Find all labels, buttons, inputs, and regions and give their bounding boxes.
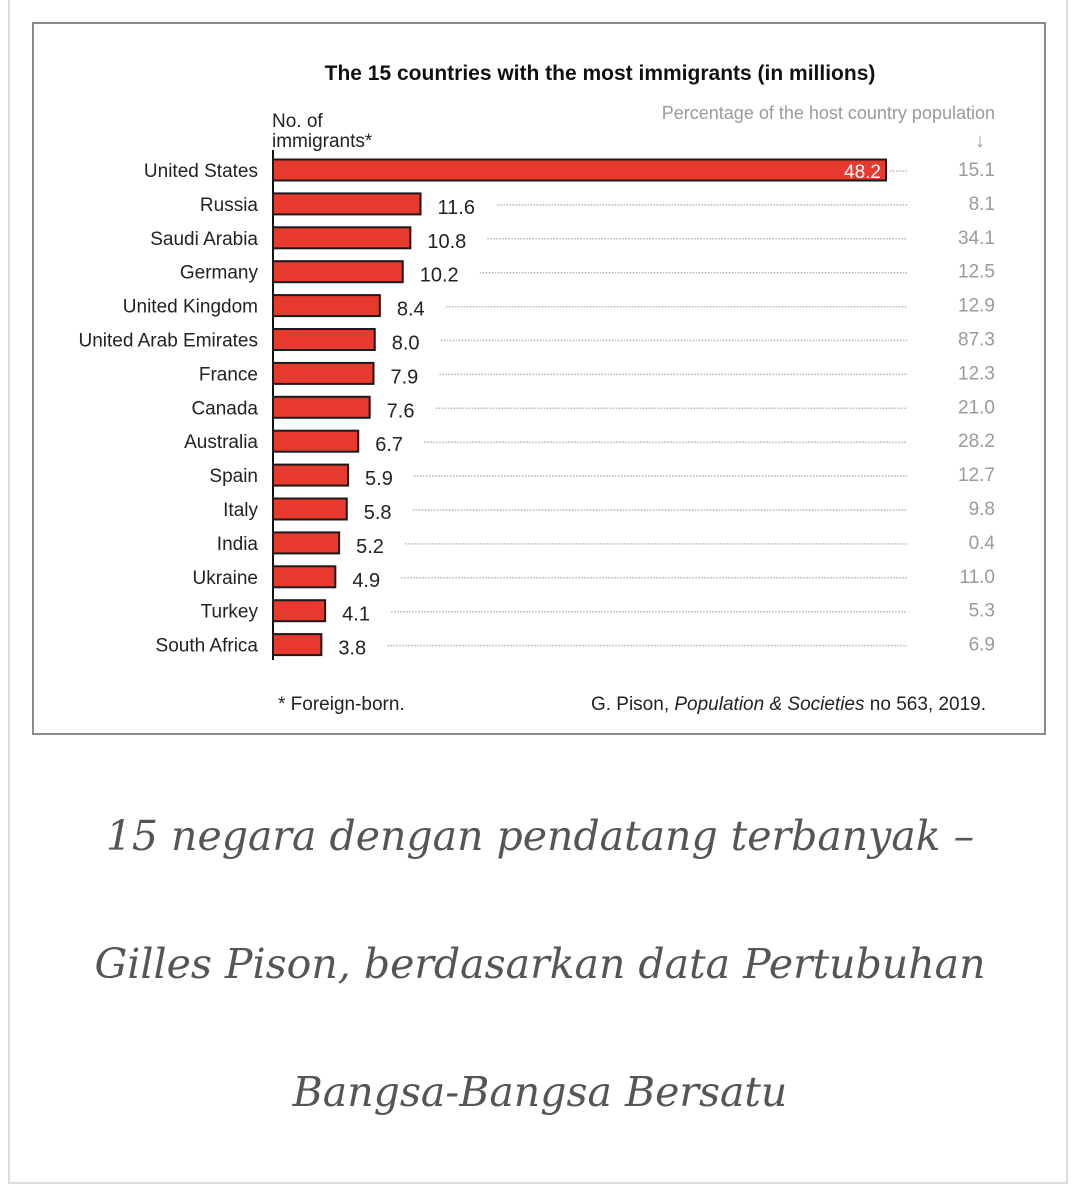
percentage-label: 11.0 xyxy=(959,567,995,588)
bar xyxy=(272,328,376,351)
value-label: 3.8 xyxy=(338,638,366,660)
source-prefix: G. Pison, xyxy=(591,694,674,715)
value-label: 8.0 xyxy=(392,333,420,355)
down-arrow-icon: ↓ xyxy=(975,130,985,152)
bar xyxy=(272,497,348,521)
category-label: Germany xyxy=(180,263,259,284)
category-label: Spain xyxy=(209,466,258,487)
chart-title: The 15 countries with the most immigrant… xyxy=(325,62,876,85)
bar xyxy=(272,599,327,623)
value-label: 48.2 xyxy=(844,162,881,183)
caption-line-2: Gilles Pison, berdasarkan data Pertubuha… xyxy=(94,940,986,988)
bar xyxy=(272,226,412,250)
bar xyxy=(272,361,375,385)
category-label: Turkey xyxy=(201,602,259,623)
bar xyxy=(272,429,360,453)
percentage-label: 12.5 xyxy=(958,262,995,283)
category-label: Australia xyxy=(184,432,258,453)
caption-line-1: 15 negara dengan pendatang terbanyak – xyxy=(105,812,975,860)
source-note: G. Pison, Population & Societies no 563,… xyxy=(591,694,986,715)
percentage-label: 87.3 xyxy=(958,330,995,351)
percentage-label: 8.1 xyxy=(969,194,995,215)
bar xyxy=(272,633,323,657)
percentage-label: 21.0 xyxy=(958,397,995,418)
value-label: 10.8 xyxy=(427,231,466,253)
value-label: 4.1 xyxy=(342,604,370,626)
chart-frame xyxy=(32,22,1046,735)
category-label: United States xyxy=(144,161,258,182)
category-label: Canada xyxy=(191,398,258,419)
percentage-label: 9.8 xyxy=(969,499,995,520)
value-label: 5.2 xyxy=(356,536,384,558)
bar xyxy=(272,294,381,318)
bar xyxy=(272,158,887,182)
value-label: 8.4 xyxy=(397,299,425,321)
category-label: France xyxy=(199,364,258,385)
percentage-label: 12.7 xyxy=(958,465,995,486)
category-label: Saudi Arabia xyxy=(150,229,258,250)
category-label: United Kingdom xyxy=(123,297,258,318)
category-label: Russia xyxy=(200,195,259,216)
bar xyxy=(272,260,404,284)
bar xyxy=(272,192,422,216)
bar xyxy=(272,463,350,487)
source-suffix: no 563, 2019. xyxy=(865,694,987,715)
bar xyxy=(272,531,341,555)
category-label: India xyxy=(217,534,259,555)
value-label: 11.6 xyxy=(438,197,475,219)
category-label: United Arab Emirates xyxy=(78,331,258,352)
value-label: 10.2 xyxy=(420,265,459,287)
percentage-label: 28.2 xyxy=(958,431,995,452)
percentage-label: 6.9 xyxy=(969,635,995,656)
value-label: 7.6 xyxy=(387,400,415,422)
bar xyxy=(272,395,371,419)
source-publication: Population & Societies xyxy=(674,694,865,715)
value-label: 5.9 xyxy=(365,468,393,490)
category-label: Italy xyxy=(223,500,258,521)
value-label: 7.9 xyxy=(390,366,418,388)
y-axis-label-line1: No. of xyxy=(272,111,323,132)
bar xyxy=(272,565,337,589)
value-label: 6.7 xyxy=(375,434,403,456)
footnote: * Foreign-born. xyxy=(278,694,405,715)
bar-chart: The 15 countries with the most immigrant… xyxy=(78,62,996,715)
percentage-label: 12.3 xyxy=(958,363,995,384)
category-label: Ukraine xyxy=(193,568,258,589)
y-axis-label-line2: immigrants* xyxy=(272,131,373,152)
percentage-label: 0.4 xyxy=(969,533,996,554)
percentage-label: 12.9 xyxy=(958,296,995,317)
page-frame xyxy=(8,0,1068,1184)
value-label: 5.8 xyxy=(364,502,392,524)
value-label: 4.9 xyxy=(352,570,380,592)
category-label: South Africa xyxy=(156,636,259,657)
percentage-label: 5.3 xyxy=(969,601,995,622)
caption-line-3: Bangsa-Bangsa Bersatu xyxy=(292,1068,788,1116)
percentage-label: 34.1 xyxy=(958,228,995,249)
secondary-column-label: Percentage of the host country populatio… xyxy=(662,103,995,123)
percentage-label: 15.1 xyxy=(958,160,995,181)
